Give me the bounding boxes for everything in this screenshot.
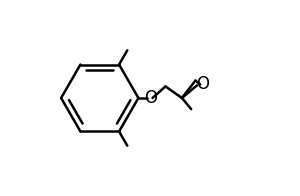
Text: O: O [196, 75, 209, 93]
Text: O: O [144, 89, 157, 107]
